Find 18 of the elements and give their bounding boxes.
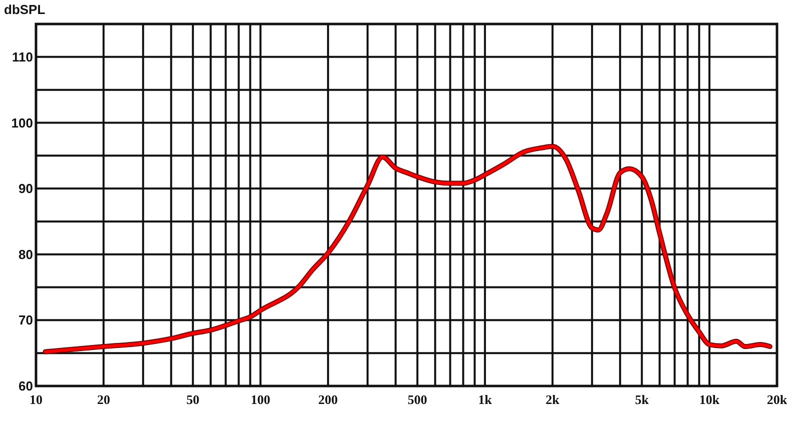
- y-axis-title: dbSPL: [4, 2, 46, 17]
- y-tick-label: 80: [18, 246, 33, 262]
- y-tick-label: 60: [18, 378, 33, 394]
- x-tick-label: 100: [250, 392, 270, 407]
- y-tick-label: 70: [18, 312, 33, 328]
- x-tick-label: 1k: [478, 392, 493, 407]
- x-tick-label: 20: [97, 392, 110, 407]
- x-tick-label: 500: [408, 392, 428, 407]
- x-tick-label: 10: [30, 392, 42, 407]
- x-tick-label: 20k: [766, 392, 788, 407]
- y-tick-label: 110: [12, 49, 33, 64]
- x-tick-label: 5k: [634, 392, 650, 407]
- x-tick-label: 2k: [546, 392, 560, 407]
- y-tick-label: 90: [18, 181, 33, 196]
- x-tick-label: 50: [186, 392, 200, 407]
- x-tick-label: 200: [318, 392, 338, 407]
- x-tick-label: 10k: [699, 392, 720, 407]
- y-tick-label: 100: [11, 115, 33, 130]
